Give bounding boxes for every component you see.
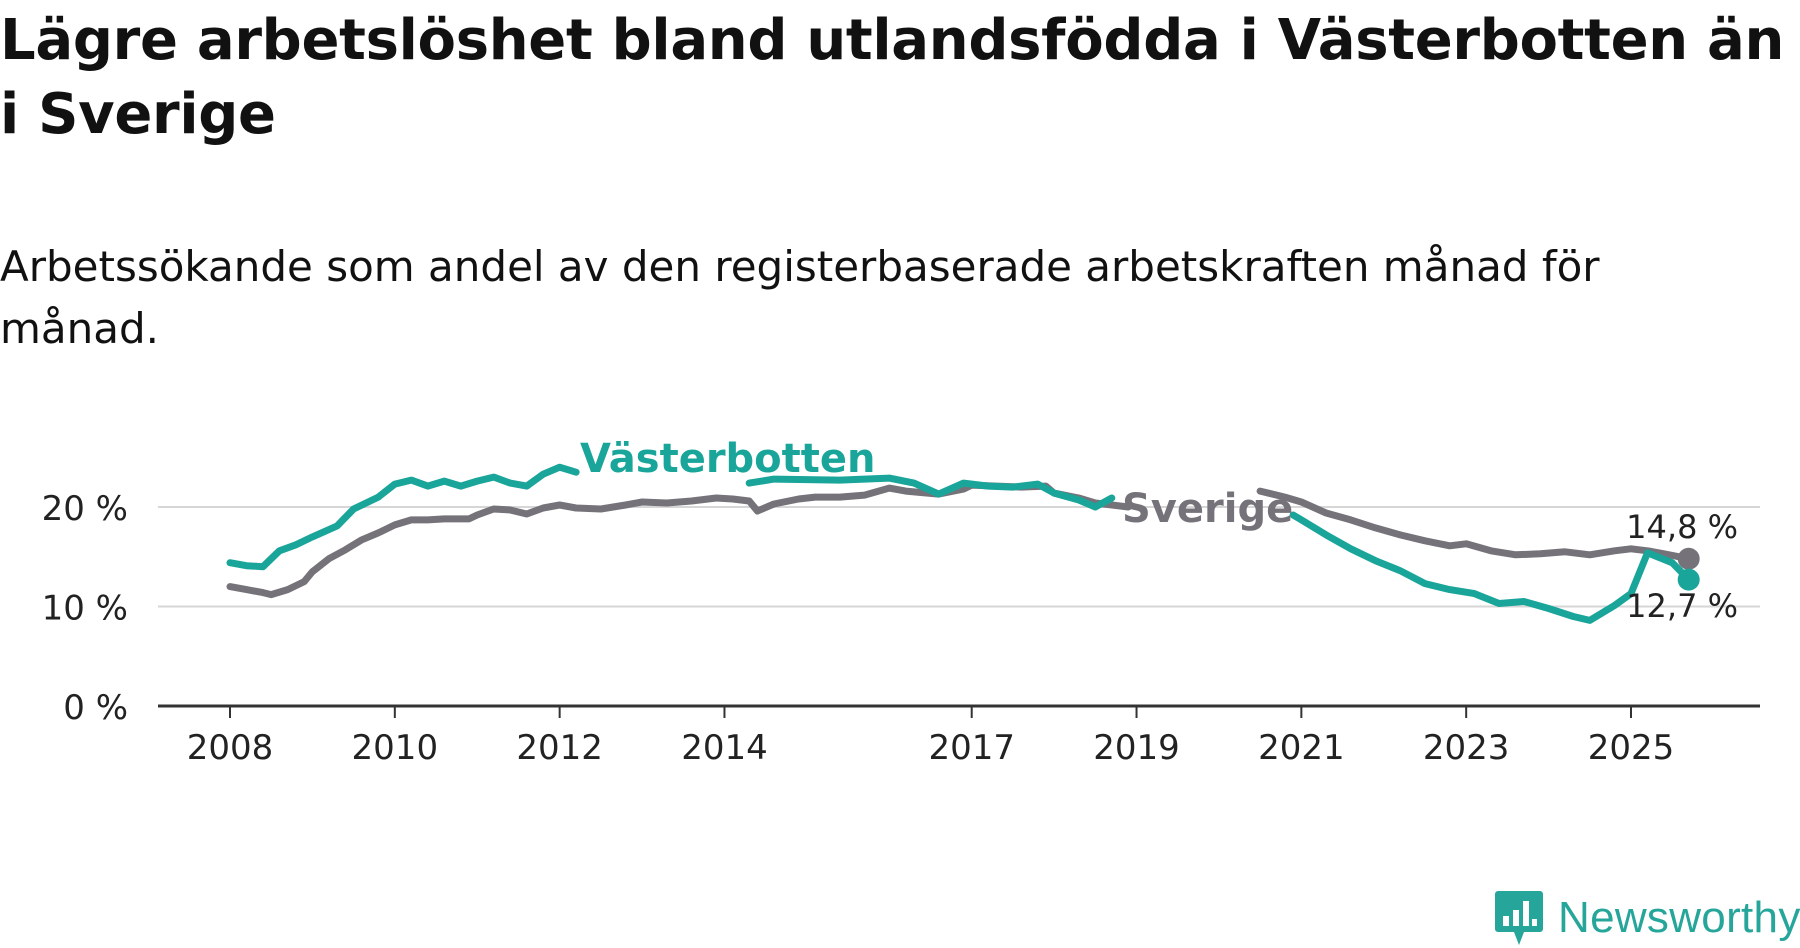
- end-value-label-sverige: 14,8 %: [1626, 508, 1738, 546]
- chart-title: Lägre arbetslöshet bland utlandsfödda i …: [0, 8, 1785, 147]
- y-tick-label: 10 %: [42, 589, 128, 629]
- newsworthy-logo: Newsworthy: [1494, 889, 1800, 947]
- series: [226, 463, 1700, 624]
- x-axis: 2008 2010 2012 2014 2017 2019 2021 2023 2025: [158, 704, 1760, 768]
- series-labels: Västerbotten Sverige 14,8 % 12,7 %: [580, 436, 1738, 625]
- chart-subtitle: Arbetssökande som andel av den registerb…: [0, 242, 1600, 353]
- series-sverige: [226, 481, 1700, 599]
- x-tick-label: 2025: [1588, 728, 1675, 768]
- end-value-label-vasterbotten: 12,7 %: [1626, 587, 1738, 625]
- y-axis-ticks: 0 % 10 % 20 %: [42, 489, 128, 728]
- x-tick-label: 2023: [1423, 728, 1510, 768]
- x-tick-label: 2019: [1093, 728, 1180, 768]
- series-line: [226, 463, 580, 571]
- x-tick-label: 2010: [352, 728, 439, 768]
- series-västerbotten: [226, 463, 1700, 624]
- x-tick-label: 2017: [928, 728, 1015, 768]
- series-line: [745, 474, 1116, 511]
- gridlines: [158, 506, 1760, 608]
- x-tick-label: 2008: [187, 728, 274, 768]
- newsworthy-chart-icon: [1495, 891, 1543, 945]
- series-label-sverige: Sverige: [1122, 486, 1293, 532]
- x-tick-label: 2012: [516, 728, 603, 768]
- series-line: [1289, 511, 1693, 624]
- y-tick-label: 20 %: [42, 489, 128, 529]
- series-line: [226, 481, 1132, 599]
- series-line: [1256, 487, 1693, 563]
- y-tick-label: 0 %: [63, 688, 128, 728]
- x-tick-label: 2021: [1258, 728, 1345, 768]
- end-point-marker: [1677, 547, 1700, 570]
- end-point-marker: [1677, 568, 1700, 591]
- series-label-vasterbotten: Västerbotten: [580, 436, 876, 482]
- x-tick-label: 2014: [681, 728, 768, 768]
- brand-name: Newsworthy: [1558, 893, 1800, 942]
